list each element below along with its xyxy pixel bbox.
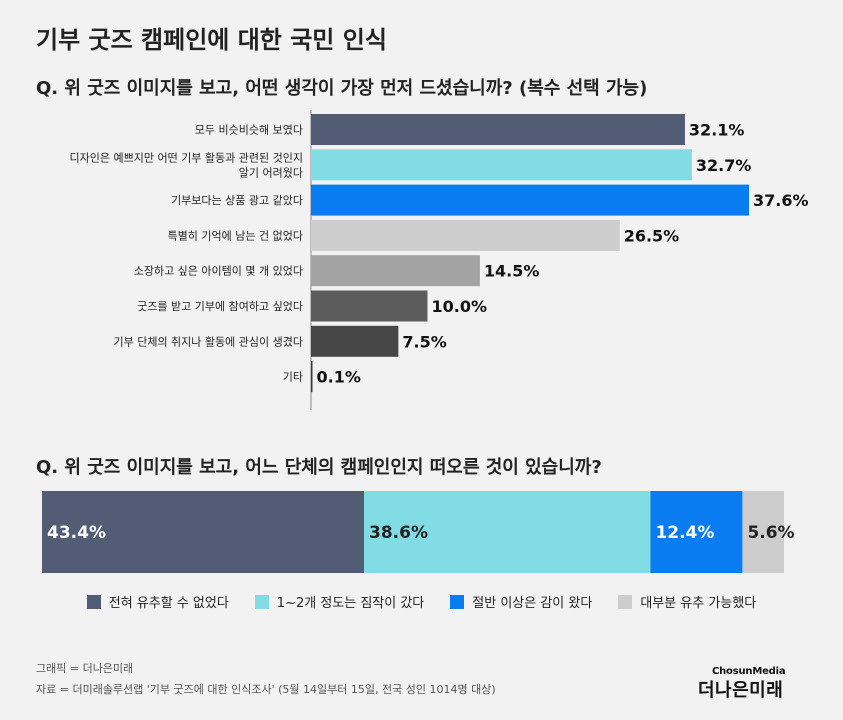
source-note: 자료 = 더미래솔루션랩 '기부 굿즈에 대한 인식조사' (5월 14일부터 … bbox=[36, 683, 496, 696]
logo-main-text: 더나은미래 bbox=[698, 680, 784, 701]
stack-segment-1 bbox=[42, 491, 365, 573]
bar-1 bbox=[311, 114, 685, 145]
category-label-3: 기부보다는 상품 광고 같았다 bbox=[171, 194, 303, 207]
stack-segment-2 bbox=[364, 491, 651, 573]
stack-label-1: 43.4% bbox=[47, 523, 106, 543]
category-label-4: 특별히 기억에 남는 건 없었다 bbox=[168, 228, 303, 242]
stack-segment-3 bbox=[650, 491, 743, 573]
category-label-7: 기부 단체의 취지나 활동에 관심이 생겼다 bbox=[113, 334, 303, 348]
category-label-8: 기타 bbox=[283, 371, 303, 384]
graphic-credit: 그래픽 = 더나은미래 bbox=[36, 662, 134, 675]
value-label-4: 26.5% bbox=[624, 226, 680, 245]
bar-5 bbox=[311, 255, 480, 287]
legend-label-1: 전혀 유추할 수 없었다 bbox=[108, 596, 229, 611]
value-label-8: 0.1% bbox=[317, 368, 361, 387]
logo-top-text: ChosunMedia bbox=[712, 666, 786, 677]
stack-label-4: 5.6% bbox=[747, 523, 794, 543]
legend-swatch-2 bbox=[254, 594, 269, 609]
stack-label-2: 38.6% bbox=[369, 523, 428, 543]
category-label-2-line-2: 알기 어려웠다 bbox=[239, 165, 303, 179]
category-label-5: 소장하고 싶은 아이템이 몇 개 있었다 bbox=[134, 264, 303, 278]
stack-segment-4 bbox=[742, 491, 784, 573]
value-label-3: 37.6% bbox=[753, 191, 809, 210]
legend-item-4: 대부분 유추 가능했다 bbox=[618, 592, 756, 611]
legend-item-1: 전혀 유추할 수 없었다 bbox=[86, 592, 229, 611]
bar-3 bbox=[311, 184, 749, 216]
legend-label-4: 대부분 유추 가능했다 bbox=[640, 596, 757, 611]
value-label-7: 7.5% bbox=[402, 332, 446, 351]
bar-2 bbox=[311, 149, 692, 181]
value-label-6: 10.0% bbox=[431, 297, 487, 316]
legend-swatch-4 bbox=[618, 594, 633, 609]
question-2-heading: Q. 위 굿즈 이미지를 보고, 어느 단체의 캠페인인지 떠오른 것이 있습니… bbox=[36, 457, 602, 478]
legend-label-3: 절반 이상은 감이 왔다 bbox=[472, 596, 593, 611]
legend-item-3: 절반 이상은 감이 왔다 bbox=[450, 592, 592, 611]
page-title: 기부 굿즈 캠페인에 대한 국민 인식 bbox=[36, 26, 387, 54]
value-label-5: 14.5% bbox=[484, 262, 540, 281]
publisher-logo: ChosunMedia 더나은미래 bbox=[698, 666, 786, 702]
legend-swatch-3 bbox=[450, 594, 465, 609]
value-label-2: 32.7% bbox=[696, 156, 752, 175]
category-label-6: 굿즈를 받고 기부에 참여하고 싶었다 bbox=[137, 299, 303, 313]
legend-label-2: 1~2개 정도는 짐작이 갔다 bbox=[276, 596, 425, 611]
perception-bar-chart: 모두 비슷비슷해 보였다 32.1% 디자인은 예쁘지만 어떤 기부 활동과 관련된… bbox=[70, 110, 809, 410]
category-label-2-line-1: 디자인은 예쁘지만 어떤 기부 활동과 관련된 것인지 bbox=[70, 150, 304, 164]
bar-4 bbox=[311, 219, 620, 251]
category-label-1: 모두 비슷비슷해 보였다 bbox=[195, 123, 303, 137]
question-1-heading: Q. 위 굿즈 이미지를 보고, 어떤 생각이 가장 먼저 드셨습니까? (복수… bbox=[36, 78, 648, 99]
value-label-1: 32.1% bbox=[689, 121, 745, 140]
bar-8 bbox=[311, 361, 313, 393]
legend-swatch-1 bbox=[86, 594, 101, 609]
bar-7 bbox=[311, 325, 399, 357]
legend: 전혀 유추할 수 없었다 1~2개 정도는 짐작이 갔다 절반 이상은 감이 왔… bbox=[0, 592, 843, 611]
stack-label-3: 12.4% bbox=[655, 523, 714, 543]
recognition-stacked-bar: 43.4% 38.6% 12.4% 5.6% bbox=[42, 491, 795, 573]
bar-6 bbox=[311, 290, 428, 322]
legend-item-2: 1~2개 정도는 짐작이 갔다 bbox=[254, 592, 425, 611]
